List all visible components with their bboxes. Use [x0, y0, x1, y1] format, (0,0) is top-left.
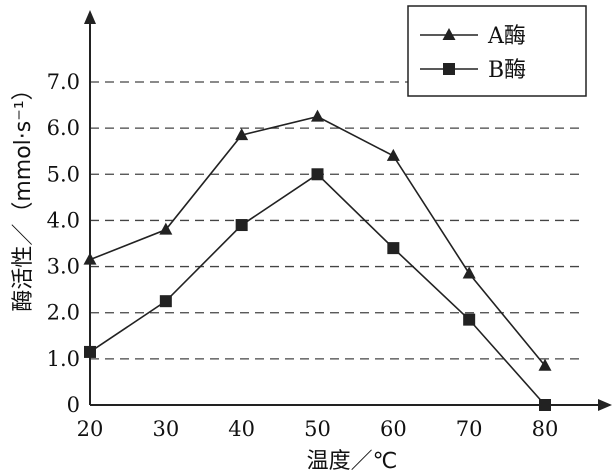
x-tick-label: 60 [380, 417, 407, 441]
x-tick-label: 30 [152, 417, 179, 441]
y-tick-label: 0 [67, 393, 80, 417]
square-marker [235, 219, 248, 232]
triangle-marker [538, 358, 552, 371]
y-tick-label: 4.0 [47, 208, 80, 232]
triangle-marker [462, 266, 476, 279]
x-tick-label: 20 [77, 417, 104, 441]
series-1 [83, 109, 552, 371]
series-line [89, 173, 546, 406]
y-tick-label: 3.0 [47, 255, 80, 279]
y-tick-label: 6.0 [47, 116, 80, 140]
series-layer [83, 109, 552, 411]
square-marker [539, 399, 551, 411]
x-tick-label: 40 [228, 417, 255, 441]
square-marker [463, 313, 476, 326]
x-axis-title: 温度／℃ [307, 449, 398, 474]
legend-label: A酶 [487, 24, 526, 49]
x-tick-label: 50 [304, 417, 331, 441]
y-axis-title: 酶活性／（mmol·s⁻¹） [11, 78, 36, 311]
legend: A酶 B酶 [407, 5, 587, 97]
y-tick-label: 1.0 [47, 347, 80, 371]
grid-lines [90, 81, 582, 360]
tick-labels: 0 1.0 2.0 3.0 4.0 5.0 6.0 7.0 20 30 40 50 60 70 80 [47, 70, 559, 441]
triangle-marker [311, 109, 324, 122]
y-tick-label: 2.0 [47, 301, 80, 325]
y-tick-label: 5.0 [47, 162, 80, 186]
triangle-marker [235, 128, 249, 141]
triangle-marker [386, 148, 400, 161]
square-marker [311, 168, 324, 181]
y-tick-label: 7.0 [47, 70, 80, 94]
square-marker [84, 345, 96, 358]
y-axis-arrow [84, 10, 96, 24]
legend-box [407, 5, 587, 97]
legend-marker [443, 63, 455, 75]
x-axis-arrow [598, 399, 612, 411]
series-2 [84, 168, 551, 411]
x-tick-label: 70 [456, 417, 483, 441]
square-marker [159, 295, 172, 308]
legend-marker [442, 28, 456, 40]
axes [84, 10, 612, 411]
square-marker [387, 242, 400, 255]
x-tick-label: 80 [532, 417, 559, 441]
triangle-marker [159, 222, 173, 235]
triangle-marker [83, 252, 97, 265]
legend-label: B酶 [488, 58, 526, 83]
